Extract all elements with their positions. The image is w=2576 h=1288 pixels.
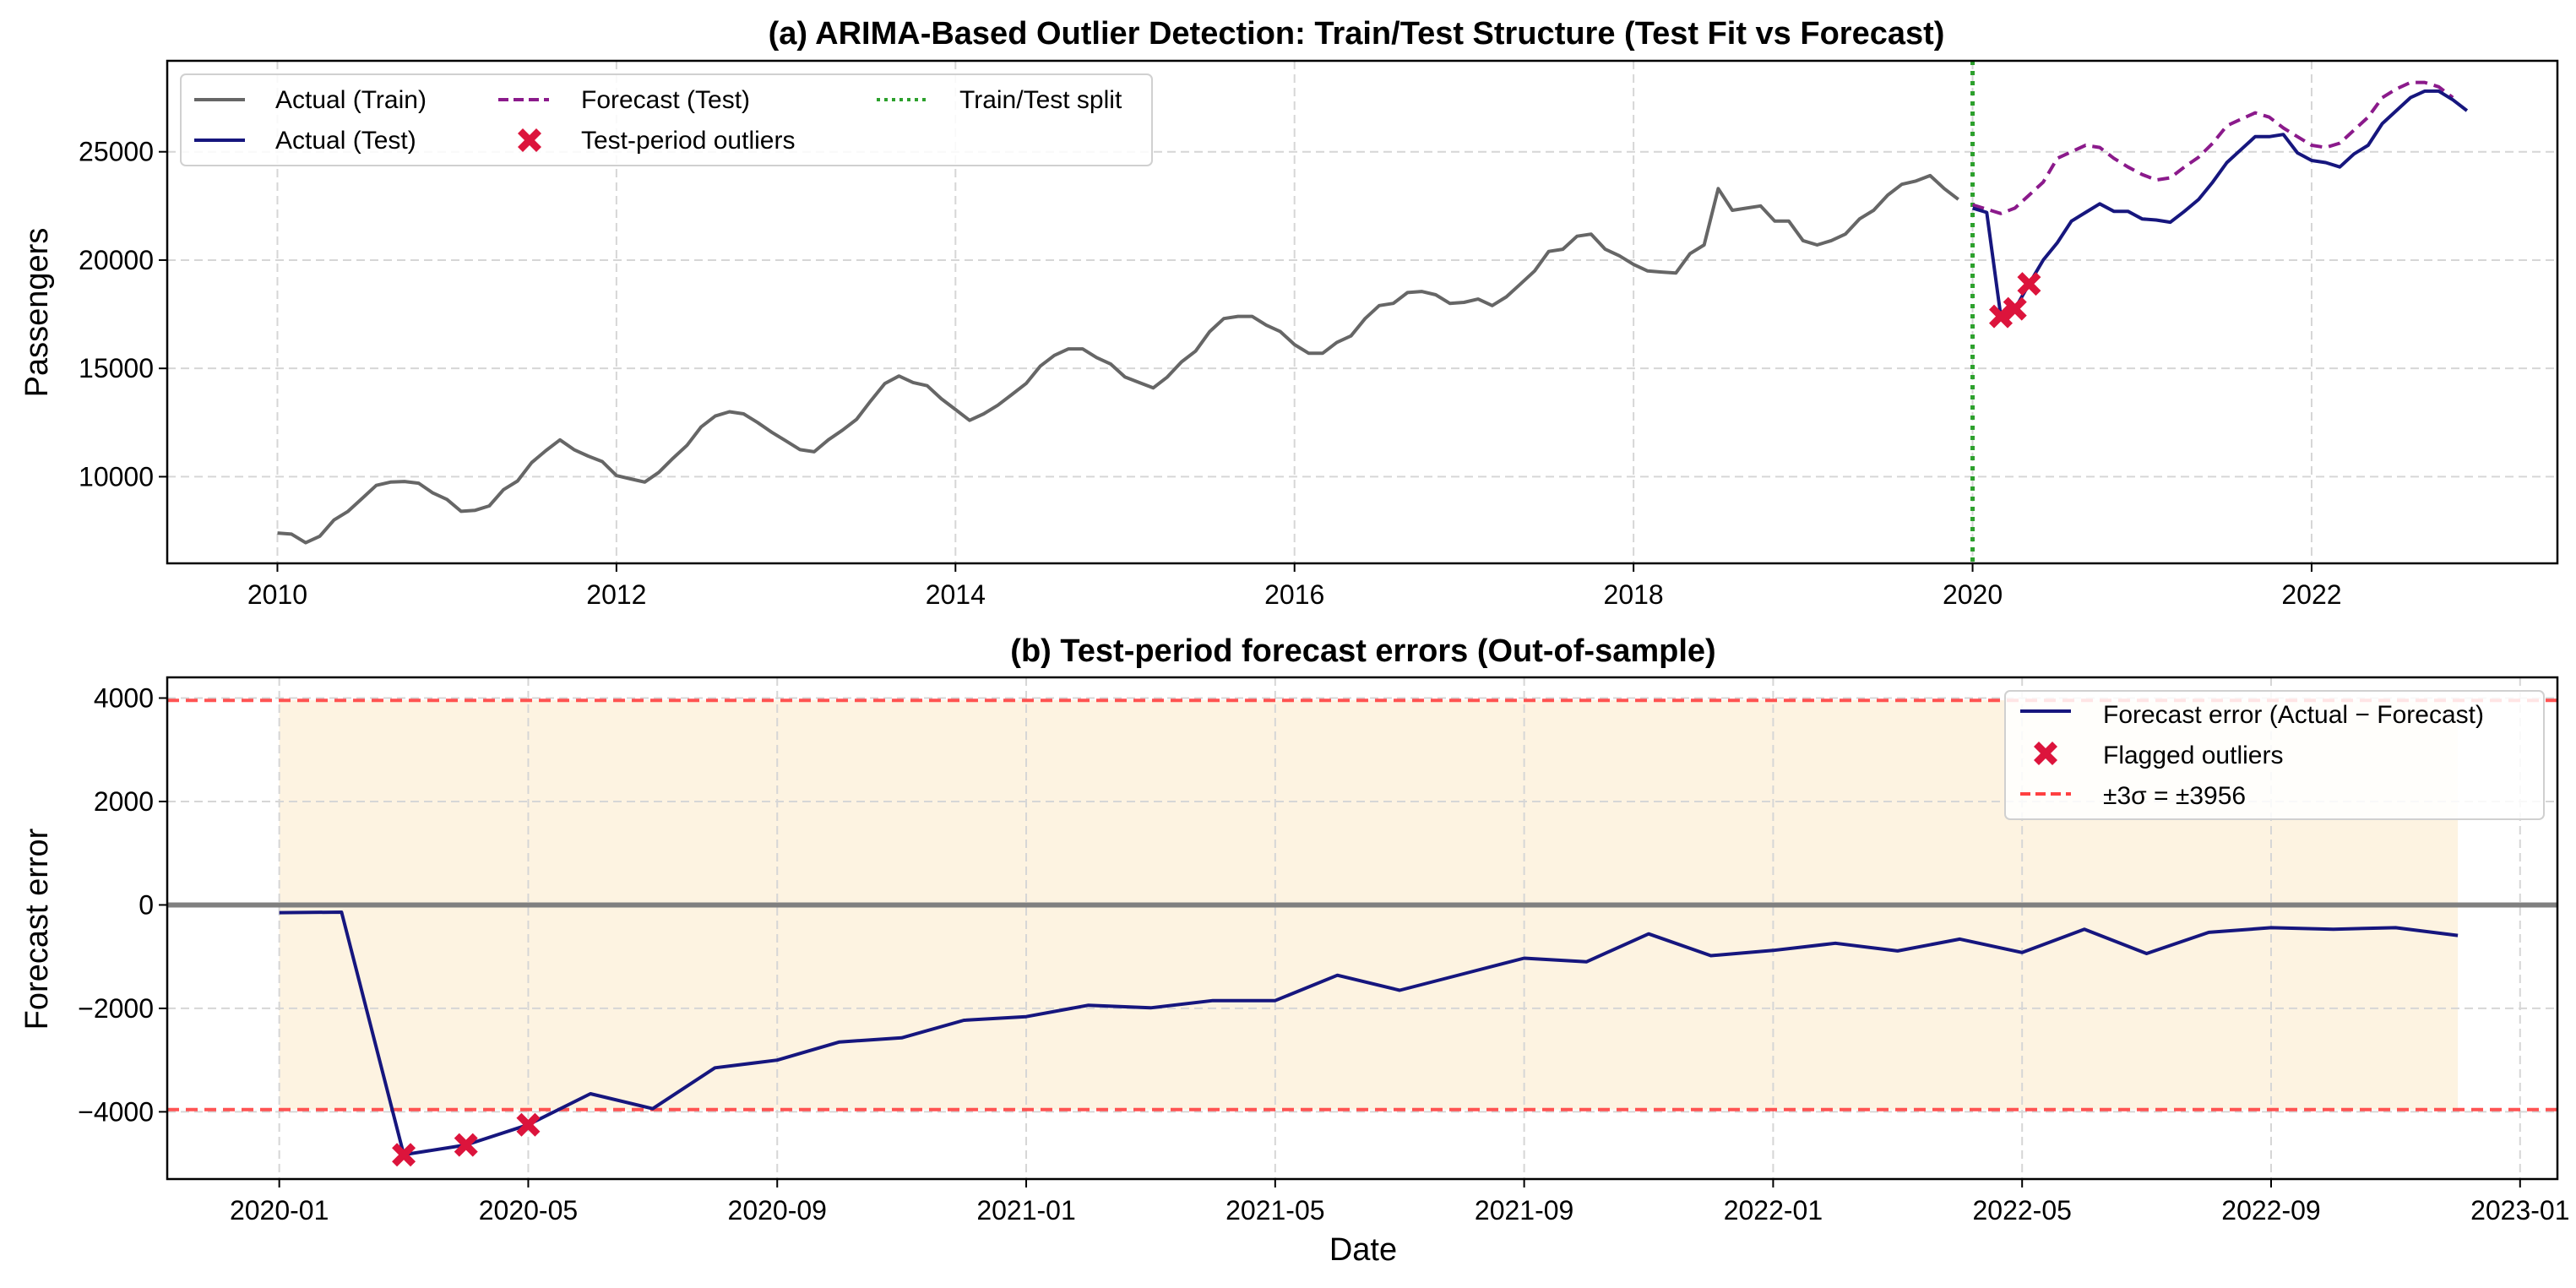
x-tick-label: 2022-09 (2221, 1195, 2320, 1226)
legend-label-actual-train: Actual (Train) (275, 86, 427, 114)
flagged-outlier-marker (516, 1112, 541, 1137)
series-actual-train-line (277, 173, 1959, 545)
legend-label-flagged-outliers: Flagged outliers (2103, 742, 2283, 769)
y-tick-label: −2000 (78, 993, 154, 1024)
ticks-b: 2020-01 2020-05 2020-09 2021-01 2021-05 2021-… (78, 682, 2569, 1226)
legend-label-threshold: ±3σ = ±3956 (2103, 782, 2246, 810)
y-tick-label: 15000 (79, 353, 154, 383)
panel-a: (a) ARIMA-Based Outlier Detection: Train… (19, 16, 2559, 610)
flagged-outlier-marker (392, 1143, 416, 1167)
outlier-marker-a (2003, 296, 2027, 321)
y-axis-label-a: Passengers (19, 228, 55, 398)
axes-frame-b (166, 676, 2559, 1181)
y-tick-label: 20000 (79, 245, 154, 275)
plot-area-a (277, 61, 2469, 563)
legend-swatch-flagged-outliers (2034, 742, 2057, 765)
x-tick-label: 2021-09 (1475, 1195, 1573, 1226)
x-tick-label: 2010 (247, 579, 307, 610)
outlier-marker-a (1989, 304, 2014, 329)
flagged-outlier-marker-shape (516, 1112, 541, 1137)
legend-b: Forecast error (Actual − Forecast) Flagg… (2004, 690, 2545, 820)
x-axis-label-b: Date (1329, 1232, 1397, 1268)
x-tick-label: 2020-01 (230, 1195, 329, 1226)
x-tick-label: 2022 (2281, 579, 2341, 610)
x-tick-label: 2021-05 (1226, 1195, 1324, 1226)
legend-label-forecast-error: Forecast error (Actual − Forecast) (2103, 701, 2484, 729)
flagged-outlier-marker (454, 1133, 478, 1157)
legend-frame-b (2004, 690, 2545, 820)
legend-a: Actual (Train) Actual (Test) Forecast (T… (180, 73, 1153, 166)
x-tick-label: 2020 (1943, 579, 2003, 610)
x-tick-label: 2020-09 (728, 1195, 827, 1226)
flagged-outlier-marker-shape (454, 1133, 478, 1157)
series-forecast-error-line (279, 910, 2459, 1157)
y-tick-label: 2000 (94, 786, 154, 817)
legend-frame-a (180, 73, 1153, 166)
ticks-a: 2010 2012 2014 2016 2018 2020 2022 10000 15000 20… (79, 137, 2342, 610)
legend-label-outliers-a: Test-period outliers (581, 127, 795, 155)
outlier-marker-a-shape (2017, 272, 2041, 296)
series-actual-test-line (1972, 89, 2469, 318)
series-forecast-test-line (1972, 80, 2454, 215)
outlier-marker-a (2017, 272, 2041, 296)
legend-label-actual-test: Actual (Test) (275, 127, 416, 155)
y-tick-label: −4000 (78, 1096, 154, 1127)
y-tick-label: 10000 (79, 461, 154, 492)
x-tick-label: 2022-01 (1724, 1195, 1823, 1226)
chart-title-a: (a) ARIMA-Based Outlier Detection: Train… (769, 16, 1945, 52)
y-axis-label-b: Forecast error (19, 828, 55, 1030)
flagged-outlier-marker-shape (392, 1143, 416, 1167)
legend-swatch-outliers-a (518, 128, 541, 152)
x-tick-label: 2012 (586, 579, 646, 610)
y-tick-label: 4000 (94, 682, 154, 713)
x-tick-label: 2016 (1264, 579, 1324, 610)
x-tick-label: 2018 (1604, 579, 1664, 610)
chart-title-b: (b) Test-period forecast errors (Out-of-… (1010, 633, 1715, 669)
legend-label-forecast-test: Forecast (Test) (581, 86, 750, 114)
panel-b: (b) Test-period forecast errors (Out-of-… (19, 633, 2570, 1268)
x-tick-label: 2021-01 (976, 1195, 1075, 1226)
x-tick-label: 2014 (926, 579, 986, 610)
axes-frame-a (166, 59, 2559, 565)
x-tick-label: 2023-01 (2470, 1195, 2569, 1226)
grid-a (167, 61, 2557, 563)
y-tick-label: 25000 (79, 137, 154, 167)
legend-label-split: Train/Test split (959, 86, 1122, 114)
outlier-marker-a-shape (1989, 304, 2014, 329)
x-tick-label: 2022-05 (1972, 1195, 2071, 1226)
outlier-marker-a-shape (2003, 296, 2027, 321)
y-tick-label: 0 (139, 889, 154, 920)
x-tick-label: 2020-05 (479, 1195, 578, 1226)
